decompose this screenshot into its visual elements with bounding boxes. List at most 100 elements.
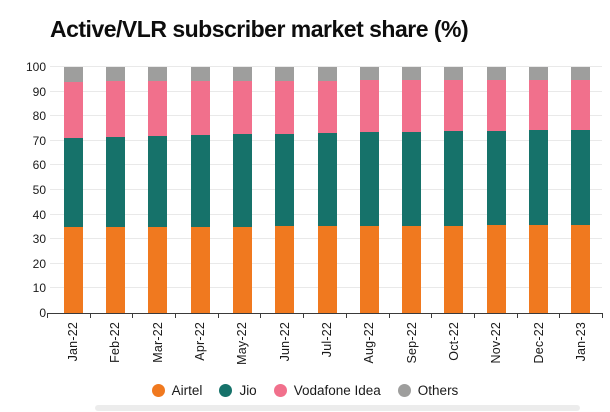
y-axis-labels: 0 10 20 30 40 50 60 70 80 90 100 — [0, 61, 46, 319]
bar-segment-airtel — [402, 225, 422, 313]
bar-segment-airtel — [317, 226, 337, 313]
x-tick — [559, 313, 561, 318]
x-tick — [473, 313, 475, 318]
x-label-cell: Oct-22 — [433, 322, 475, 376]
y-tick-label-30: 30 — [32, 232, 46, 247]
bar-segment-vodafone-idea — [571, 79, 591, 130]
bar-series-area — [52, 67, 602, 313]
x-label-cell: May-22 — [221, 322, 263, 376]
bar-segment-jio — [317, 132, 337, 227]
bar-segment-airtel — [359, 225, 379, 313]
stacked-bar-Dec-22 — [529, 67, 549, 313]
x-tick-label-Jan-23: Jan-23 — [573, 322, 588, 362]
bar-segment-jio — [63, 137, 83, 228]
x-tick — [132, 313, 134, 318]
stacked-bar-May-22 — [232, 67, 252, 313]
bar-group-Oct-22 — [433, 67, 475, 313]
chart-title: Active/VLR subscriber market share (%) — [50, 16, 469, 42]
horizontal-scrollbar-thumb[interactable] — [95, 405, 580, 411]
stacked-bar-Jun-22 — [275, 67, 295, 313]
legend-label: Vodafone Idea — [293, 382, 381, 398]
x-label-cell: Dec-22 — [517, 322, 559, 376]
bar-segment-vodafone-idea — [105, 81, 125, 137]
bar-segment-others — [190, 67, 210, 81]
bar-segment-airtel — [571, 224, 591, 313]
bar-group-Feb-22 — [94, 67, 136, 313]
x-tick-label-Aug-22: Aug-22 — [362, 322, 377, 364]
stacked-bar-Sep-22 — [402, 67, 422, 313]
bar-segment-vodafone-idea — [63, 81, 83, 138]
stacked-bar-Jan-22 — [63, 67, 83, 313]
bar-segment-others — [486, 67, 506, 81]
bar-segment-jio — [359, 132, 379, 226]
x-tick-label-Oct-22: Oct-22 — [446, 322, 461, 361]
legend-label: Others — [417, 382, 459, 398]
legend-swatch-icon — [151, 383, 165, 397]
bar-segment-others — [317, 67, 337, 81]
x-tick-label-Apr-22: Apr-22 — [193, 322, 208, 361]
bar-segment-airtel — [190, 226, 210, 313]
bar-segment-vodafone-idea — [444, 80, 464, 132]
bar-segment-others — [232, 67, 252, 81]
bar-segment-others — [63, 67, 83, 82]
y-tick-label-80: 80 — [32, 109, 46, 124]
x-label-cell: Sep-22 — [391, 322, 433, 376]
x-axis-line — [47, 313, 602, 314]
bar-segment-vodafone-idea — [232, 80, 252, 135]
stacked-bar-Nov-22 — [486, 67, 506, 313]
y-tick-label-60: 60 — [32, 158, 46, 173]
bar-group-Sep-22 — [391, 67, 433, 313]
x-tick — [260, 313, 262, 318]
x-tick-label-May-22: May-22 — [235, 322, 250, 365]
legend-label: Airtel — [171, 382, 203, 398]
bar-segment-airtel — [486, 225, 506, 313]
x-label-cell: Jun-22 — [264, 322, 306, 376]
legend-label: Jio — [239, 382, 257, 398]
bar-group-Aug-22 — [348, 67, 390, 313]
bar-segment-vodafone-idea — [529, 79, 549, 131]
bar-group-Jul-22 — [306, 67, 348, 313]
legend: Airtel Jio Vodafone Idea Others — [0, 381, 610, 399]
bar-group-Mar-22 — [137, 67, 179, 313]
bar-segment-vodafone-idea — [317, 80, 337, 133]
legend-swatch-icon — [273, 383, 287, 397]
bar-segment-others — [148, 67, 168, 82]
x-tick-label-Jan-22: Jan-22 — [66, 322, 81, 362]
x-tick — [175, 313, 177, 318]
legend-swatch-icon — [397, 383, 411, 397]
bar-segment-vodafone-idea — [402, 80, 422, 132]
x-tick-label-Jun-22: Jun-22 — [277, 322, 292, 362]
legend-item-airtel: Airtel — [151, 382, 203, 398]
bar-segment-vodafone-idea — [359, 80, 379, 133]
stacked-bar-Jul-22 — [317, 67, 337, 313]
y-tick-label-10: 10 — [32, 281, 46, 296]
bar-segment-jio — [105, 136, 125, 228]
y-tick-label-70: 70 — [32, 133, 46, 148]
bar-segment-airtel — [105, 227, 125, 313]
bar-segment-airtel — [275, 226, 295, 313]
bar-segment-vodafone-idea — [148, 81, 168, 136]
x-tick — [47, 313, 48, 318]
x-tick-label-Sep-22: Sep-22 — [404, 322, 419, 364]
bar-segment-airtel — [444, 225, 464, 313]
bar-segment-others — [402, 67, 422, 81]
gridline-100 — [50, 66, 602, 67]
bar-group-Apr-22 — [179, 67, 221, 313]
x-label-cell: Feb-22 — [94, 322, 136, 376]
x-tick — [303, 313, 305, 318]
bar-group-Dec-22 — [517, 67, 559, 313]
bar-segment-jio — [402, 131, 422, 226]
x-label-cell: Mar-22 — [137, 322, 179, 376]
bar-segment-vodafone-idea — [275, 80, 295, 134]
x-label-cell: Aug-22 — [348, 322, 390, 376]
x-label-cell: Apr-22 — [179, 322, 221, 376]
x-tick — [388, 313, 390, 318]
y-tick-label-0: 0 — [39, 306, 46, 320]
y-tick-label-100: 100 — [25, 60, 46, 74]
stacked-bar-Aug-22 — [359, 67, 379, 313]
x-tick-label-Dec-22: Dec-22 — [531, 322, 546, 364]
bar-segment-vodafone-idea — [486, 80, 506, 131]
bar-group-Jan-22 — [52, 67, 94, 313]
stacked-bar-Apr-22 — [190, 67, 210, 313]
plot-area — [47, 66, 602, 314]
